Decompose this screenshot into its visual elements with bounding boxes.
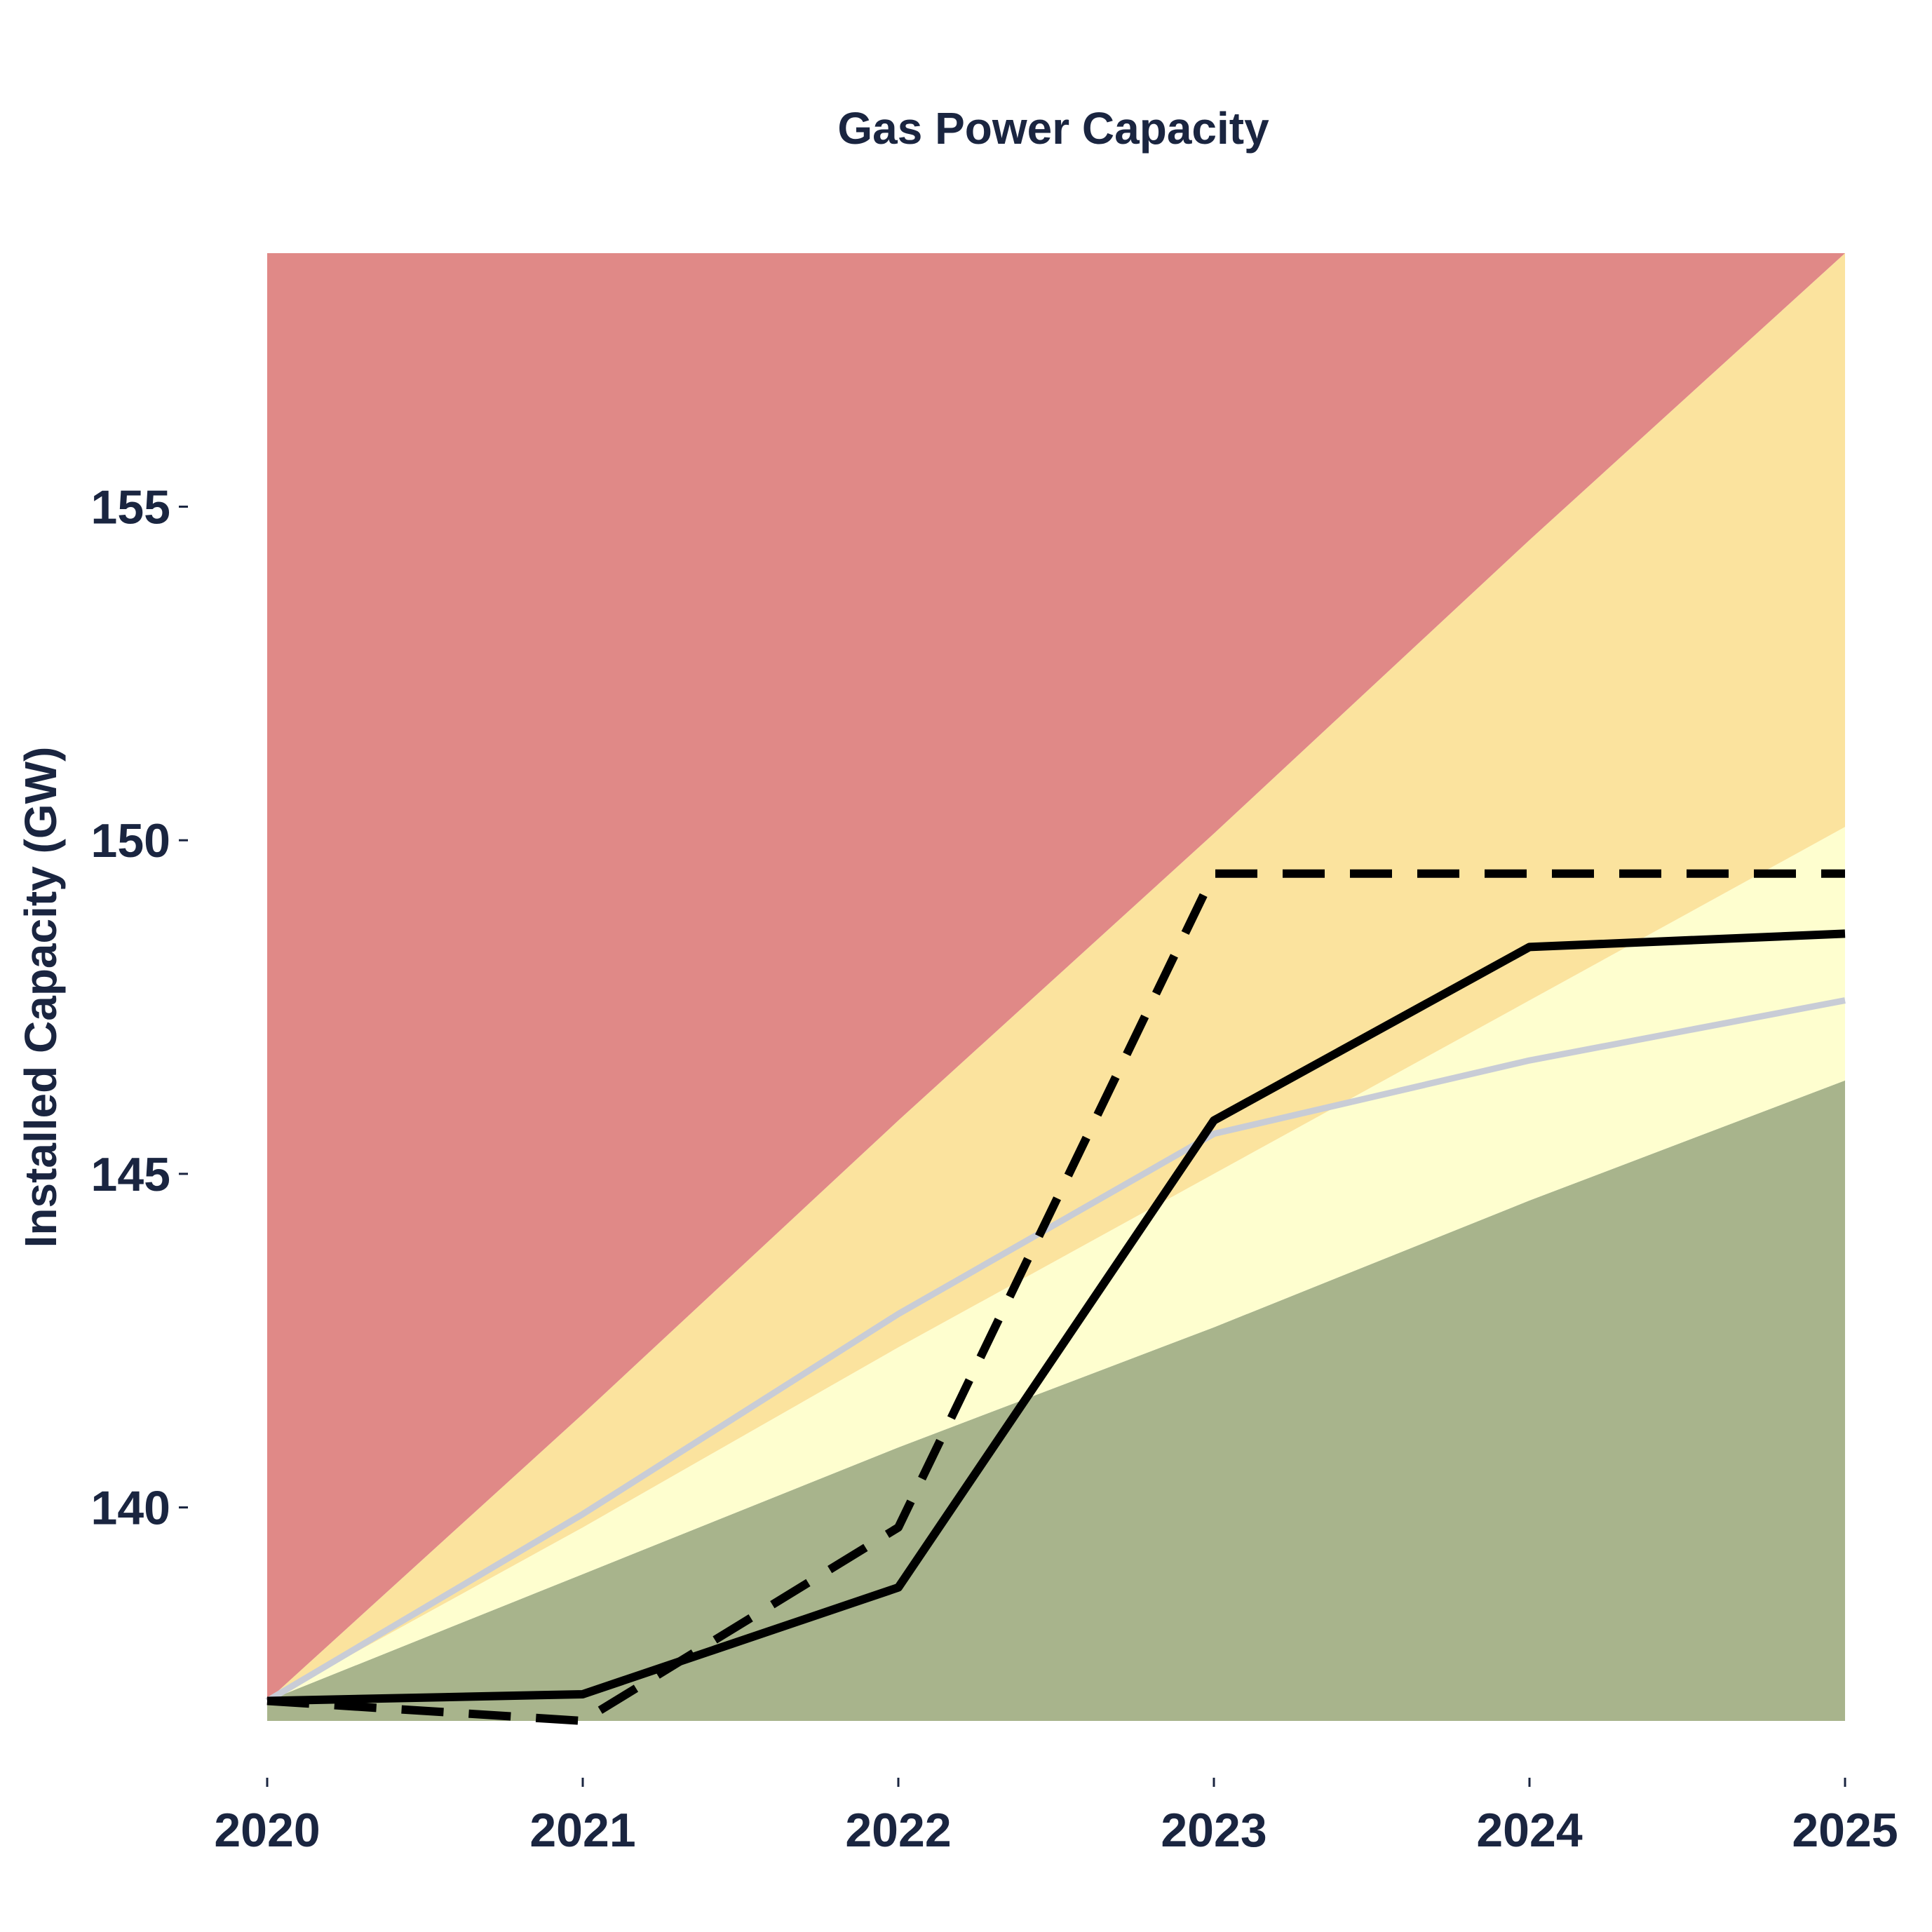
y-tick-label: 155 (91, 481, 170, 534)
chart-title: Gas Power Capacity (837, 103, 1269, 154)
x-tick-label: 2023 (1161, 1804, 1266, 1857)
y-tick-label: 150 (91, 814, 170, 867)
x-tick-label: 2021 (529, 1804, 635, 1857)
band-3 (267, 253, 1845, 1701)
series-line-1 (266, 929, 1846, 1705)
y-tick-label: 145 (91, 1148, 170, 1201)
series-line-2 (266, 869, 1845, 1725)
threshold-bands (267, 253, 1845, 1721)
x-axis: 2020 2021 2022 2023 2024 2025 (214, 1778, 1898, 1857)
x-tick-label: 2025 (1792, 1804, 1898, 1857)
band-2 (267, 253, 1845, 1701)
band-0 (267, 1080, 1845, 1721)
y-tick-label: 140 (91, 1482, 170, 1535)
x-tick-label: 2024 (1476, 1804, 1582, 1857)
series-lines (265, 869, 1846, 1725)
series-line-0 (265, 997, 1846, 1704)
x-tick-label: 2020 (214, 1804, 320, 1857)
y-axis-label: Installed Capacity (GW) (15, 747, 66, 1248)
x-tick-label: 2022 (845, 1804, 951, 1857)
y-axis: 140 145 150 155 (91, 481, 188, 1535)
